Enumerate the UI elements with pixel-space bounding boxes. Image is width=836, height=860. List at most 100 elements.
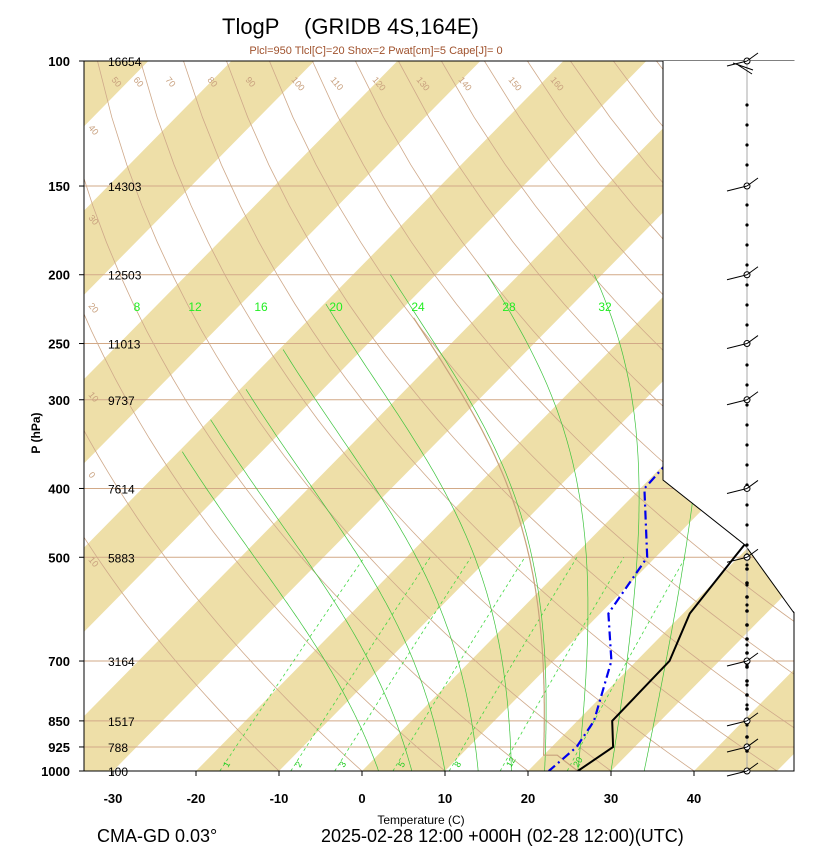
chart-subtitle: Plcl=950 Tlcl[C]=20 Shox=2 Pwat[cm]=5 Ca… bbox=[249, 45, 502, 57]
mixing-ratio-line bbox=[499, 557, 625, 771]
mixing-ratio-label: 20 bbox=[329, 300, 343, 314]
mixing-ratio-label: 24 bbox=[411, 300, 425, 314]
mixing-ratio-label: 28 bbox=[502, 300, 516, 314]
chart-title: TlogP bbox=[222, 14, 279, 39]
mixing-ratio-bottom-label: 2 bbox=[293, 760, 304, 769]
wind-barb bbox=[746, 266, 759, 276]
dry-adiabat bbox=[140, 61, 695, 771]
wind-dot bbox=[745, 637, 749, 641]
wind-dot bbox=[745, 423, 749, 427]
wind-dot bbox=[745, 609, 749, 613]
dry-adiabat-label: 50 bbox=[109, 75, 123, 89]
wind-dot bbox=[745, 283, 749, 287]
wind-dot bbox=[745, 567, 749, 571]
wind-barb-staff bbox=[726, 343, 748, 350]
mixing-ratio-bottom-label: 5 bbox=[396, 760, 407, 769]
temperature-tick-label: 40 bbox=[687, 791, 701, 806]
dry-adiabat-label: 150 bbox=[506, 75, 523, 93]
wind-barb-staff bbox=[726, 720, 748, 727]
wind-dot bbox=[745, 665, 749, 669]
mixing-ratio-bottom-label: 12 bbox=[504, 755, 518, 769]
moist-adiabat bbox=[390, 274, 547, 771]
height-label: 7614 bbox=[108, 482, 135, 496]
mixing-ratio-line bbox=[448, 557, 578, 771]
dry-adiabat bbox=[226, 61, 794, 729]
wind-dot bbox=[745, 623, 749, 627]
dry-adiabat bbox=[441, 61, 794, 468]
plot-edge bbox=[662, 61, 795, 771]
plot-frame bbox=[79, 60, 795, 776]
dry-adiabat-label: 110 bbox=[328, 75, 345, 92]
wind-dot bbox=[745, 203, 749, 207]
chart-location: (GRIDB 4S,164E) bbox=[304, 14, 479, 39]
mixing-ratio-label: 16 bbox=[254, 300, 268, 314]
wind-dot bbox=[745, 303, 749, 307]
wind-profile bbox=[726, 52, 759, 777]
wind-barb bbox=[746, 652, 759, 662]
plot-mask bbox=[663, 61, 795, 613]
dry-adiabat-label: 90 bbox=[243, 75, 257, 89]
pressure-tick-label: 700 bbox=[48, 654, 70, 669]
pressure-tick-label: 150 bbox=[48, 179, 70, 194]
wind-barb-top bbox=[732, 62, 754, 75]
pressure-tick-label: 300 bbox=[48, 393, 70, 408]
pressure-tick-label: 100 bbox=[48, 54, 70, 69]
isotherm-band bbox=[84, 61, 481, 464]
mixing-ratio-label: 12 bbox=[188, 300, 202, 314]
wind-barb-staff bbox=[726, 274, 748, 281]
pressure-tick-label: 400 bbox=[48, 481, 70, 496]
wind-dot bbox=[745, 323, 749, 327]
isotherm-band bbox=[84, 61, 149, 127]
wind-dot bbox=[745, 523, 749, 527]
wind-dot bbox=[745, 703, 749, 707]
dry-adiabat-label: 80 bbox=[205, 75, 219, 89]
wind-dot bbox=[745, 243, 749, 247]
wind-dot bbox=[745, 363, 749, 367]
wind-dot bbox=[745, 383, 749, 387]
wind-dot bbox=[745, 123, 749, 127]
pressure-tick-label: 1000 bbox=[41, 764, 70, 779]
wind-dot bbox=[745, 143, 749, 147]
mixing-ratio-label: 8 bbox=[134, 300, 141, 314]
wind-barb bbox=[746, 738, 759, 748]
mixing-ratio-line bbox=[392, 557, 526, 771]
wind-dot bbox=[745, 581, 749, 585]
wind-barb bbox=[746, 548, 759, 558]
pressure-tick-label: 500 bbox=[48, 550, 70, 565]
wind-barb-staff bbox=[726, 185, 748, 192]
wind-dot bbox=[745, 563, 749, 567]
isotherm-band bbox=[84, 61, 647, 632]
wind-dot bbox=[745, 603, 749, 607]
wind-dot bbox=[745, 223, 749, 227]
parcel-curve bbox=[413, 317, 579, 771]
wind-barb-staff bbox=[726, 399, 748, 406]
wind-barb bbox=[746, 52, 759, 62]
wind-dot bbox=[745, 543, 749, 547]
dry-adiabat-label: 60 bbox=[131, 75, 145, 89]
wind-barb bbox=[746, 391, 759, 401]
wind-dot bbox=[745, 679, 749, 683]
temperature-tick-label: -10 bbox=[270, 791, 289, 806]
wind-barb-staff bbox=[726, 487, 748, 494]
wind-dot bbox=[745, 693, 749, 697]
height-label: 788 bbox=[108, 741, 128, 755]
wind-barb-staff bbox=[726, 746, 748, 753]
mixing-ratio-line bbox=[334, 557, 472, 771]
pressure-tick-label: 200 bbox=[48, 268, 70, 283]
wind-barb-staff bbox=[726, 660, 748, 667]
moist-adiabat bbox=[182, 451, 379, 771]
height-label: 9737 bbox=[108, 394, 135, 408]
dry-adiabat bbox=[84, 177, 529, 771]
temperature-tick-label: 20 bbox=[521, 791, 535, 806]
wind-dot bbox=[745, 651, 749, 655]
dry-adiabat bbox=[84, 429, 363, 771]
height-label: 11013 bbox=[108, 338, 141, 352]
pressure-tick-label: 850 bbox=[48, 714, 70, 729]
wind-dot bbox=[745, 463, 749, 467]
mixing-ratio-bottom-label: 1 bbox=[221, 760, 232, 769]
dry-adiabat-label: 10 bbox=[86, 555, 100, 569]
wind-barb-staff bbox=[726, 770, 748, 777]
dry-adiabat bbox=[84, 313, 446, 771]
wind-dot bbox=[745, 735, 749, 739]
